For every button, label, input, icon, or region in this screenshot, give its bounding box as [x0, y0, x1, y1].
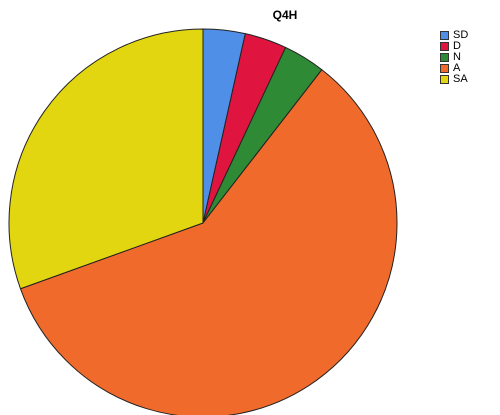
- legend-item-n: N: [440, 52, 468, 63]
- legend-swatch-a: [440, 64, 449, 73]
- legend-label-sd: SD: [453, 29, 469, 41]
- legend-label-d: D: [453, 40, 461, 52]
- legend: SD D N A SA: [440, 30, 468, 85]
- pie-slice-a: [19, 69, 398, 415]
- legend-item-sa: SA: [440, 74, 468, 85]
- legend-item-a: A: [440, 63, 468, 74]
- legend-swatch-n: [440, 53, 449, 62]
- legend-swatch-sd: [440, 31, 449, 40]
- legend-label-n: N: [453, 51, 461, 63]
- legend-label-a: A: [453, 62, 461, 74]
- legend-swatch-d: [440, 42, 449, 51]
- pie-slice-sa: [8, 28, 204, 290]
- legend-label-sa: SA: [453, 73, 468, 85]
- chart-title: Q4H: [272, 8, 298, 22]
- legend-swatch-sa: [440, 75, 449, 84]
- legend-item-d: D: [440, 41, 468, 52]
- legend-item-sd: SD: [440, 30, 468, 41]
